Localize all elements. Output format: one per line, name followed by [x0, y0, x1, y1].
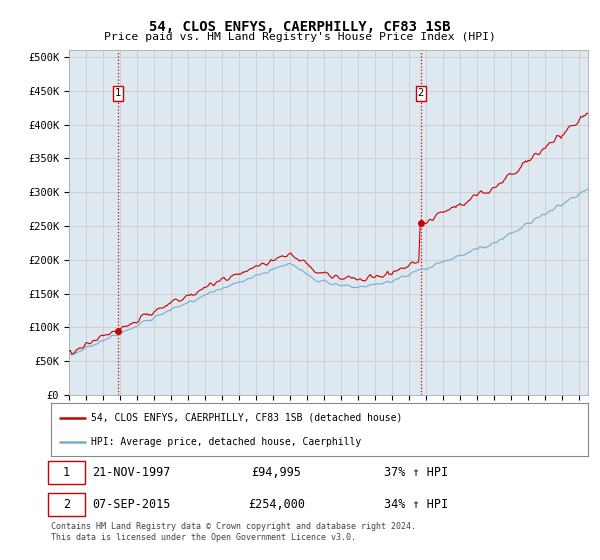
Text: 21-NOV-1997: 21-NOV-1997: [92, 466, 171, 479]
Text: 34% ↑ HPI: 34% ↑ HPI: [384, 498, 448, 511]
Text: £254,000: £254,000: [248, 498, 305, 511]
Text: 54, CLOS ENFYS, CAERPHILLY, CF83 1SB (detached house): 54, CLOS ENFYS, CAERPHILLY, CF83 1SB (de…: [91, 413, 403, 423]
Text: 37% ↑ HPI: 37% ↑ HPI: [384, 466, 448, 479]
Text: 07-SEP-2015: 07-SEP-2015: [92, 498, 171, 511]
Text: £94,995: £94,995: [251, 466, 301, 479]
FancyBboxPatch shape: [49, 493, 85, 516]
Text: 1: 1: [115, 88, 121, 99]
Text: 2: 2: [418, 88, 424, 99]
Text: This data is licensed under the Open Government Licence v3.0.: This data is licensed under the Open Gov…: [51, 533, 356, 542]
Text: 54, CLOS ENFYS, CAERPHILLY, CF83 1SB: 54, CLOS ENFYS, CAERPHILLY, CF83 1SB: [149, 20, 451, 34]
Text: Price paid vs. HM Land Registry's House Price Index (HPI): Price paid vs. HM Land Registry's House …: [104, 32, 496, 43]
FancyBboxPatch shape: [49, 461, 85, 484]
Text: 2: 2: [63, 498, 70, 511]
Text: HPI: Average price, detached house, Caerphilly: HPI: Average price, detached house, Caer…: [91, 437, 362, 447]
Text: Contains HM Land Registry data © Crown copyright and database right 2024.: Contains HM Land Registry data © Crown c…: [51, 522, 416, 531]
Text: 1: 1: [63, 466, 70, 479]
